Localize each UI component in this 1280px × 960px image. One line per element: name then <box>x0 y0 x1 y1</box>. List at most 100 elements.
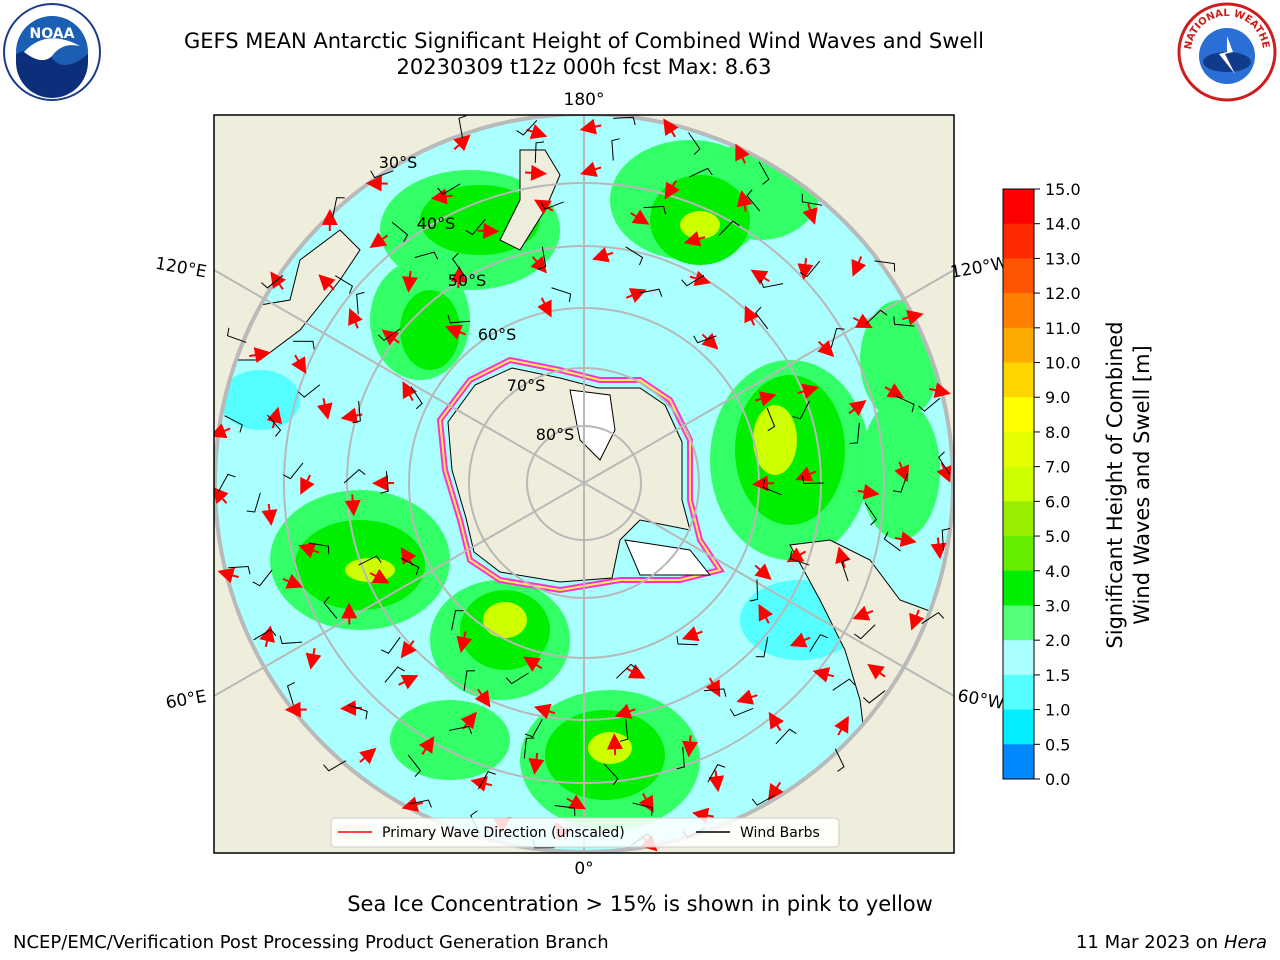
wind-barb <box>458 115 467 139</box>
wave-arrow <box>460 711 477 730</box>
wind-barb <box>449 725 473 735</box>
wind-barb <box>643 205 666 215</box>
wave-arrow <box>430 188 453 205</box>
wind-barb <box>849 422 860 444</box>
wave-arrow <box>795 466 817 482</box>
wind-barb <box>801 193 823 206</box>
colorbar-segment <box>1003 258 1034 294</box>
colorbar: 15.0 14.0 13.0 12.0 11.0 10.0 9.0 8.0 7.0 6.0 5.0 4… <box>1002 180 1081 789</box>
wave-arrow <box>852 605 874 621</box>
sea-ice-edge-inner <box>438 358 722 592</box>
wave-arrow <box>525 164 548 181</box>
wave-arrow <box>630 209 650 225</box>
colorbar-tick-label: 10.0 <box>1045 354 1081 373</box>
wind-barb <box>746 189 761 212</box>
wave-arrow <box>418 736 435 755</box>
wind-barb <box>463 670 475 691</box>
wave-arrow <box>894 461 910 483</box>
wave-arrow <box>339 700 362 717</box>
wave-arrow <box>789 632 811 648</box>
wave-arrow <box>401 796 424 812</box>
lat-label-30s: 30°S <box>379 153 418 172</box>
wind-barb <box>523 737 535 759</box>
colorbar-tick-label: 0.0 <box>1045 770 1070 789</box>
wind-barb <box>729 708 754 717</box>
colorbar-tick-label: 14.0 <box>1045 215 1081 234</box>
wind-barb <box>551 287 572 302</box>
wind-barb <box>689 167 713 178</box>
wave-arrow <box>812 667 835 683</box>
lon-label-0: 0° <box>574 859 593 879</box>
colorbar-segment <box>1003 431 1034 468</box>
wave-arrow <box>526 123 548 140</box>
colorbar-segment <box>1003 293 1034 329</box>
wind-barb <box>613 116 636 126</box>
wave-arrow <box>533 703 556 720</box>
wave-arrow <box>867 663 886 680</box>
wave-arrow <box>884 383 905 399</box>
wind-barb <box>358 555 382 566</box>
map-area <box>214 115 954 853</box>
wind-barb <box>832 678 856 691</box>
wind-barb <box>611 138 620 161</box>
wind-barb <box>323 760 347 772</box>
legend-box <box>330 817 840 848</box>
lon-label-120w: 120°W <box>949 253 1010 283</box>
wave-arrow <box>797 383 819 400</box>
lat-label-80s: 80°S <box>536 425 575 444</box>
wind-barb <box>407 754 422 777</box>
colorbar-segment <box>1003 466 1034 502</box>
wave-arrow <box>580 161 602 177</box>
wind-barb <box>938 451 951 475</box>
wave-arrow <box>736 190 753 212</box>
colorbar-segment <box>1003 327 1034 364</box>
wind-barb <box>834 748 845 772</box>
wind-barb <box>632 802 653 816</box>
wind-barb <box>261 274 284 289</box>
wind-barb <box>283 462 304 480</box>
colorbar-segment <box>1003 362 1034 398</box>
wind-barb <box>755 637 769 658</box>
wave-arrow <box>681 626 703 642</box>
wind-barb <box>809 634 828 652</box>
map-legend: Primary Wave Direction (unscaled) Wind B… <box>330 817 840 848</box>
wind-barb <box>224 415 243 433</box>
wave-direction-arrows <box>214 118 952 852</box>
wave-arrow <box>305 647 322 670</box>
wave-arrow <box>744 305 759 326</box>
wind-barb <box>356 291 365 315</box>
wind-barb <box>799 260 821 278</box>
wave-arrow <box>614 703 636 719</box>
colorbar-tick-label: 1.0 <box>1045 701 1070 720</box>
sea-ice-note: Sea Ice Concentration > 15% is shown in … <box>347 892 933 916</box>
wave-arrow <box>909 609 925 631</box>
wave-arrow <box>477 222 500 239</box>
wind-barb <box>751 794 775 806</box>
colorbar-segment <box>1003 709 1034 745</box>
wind-barb <box>534 141 545 163</box>
legend-barb-label: Wind Barbs <box>740 825 820 841</box>
host-text: Hera <box>1223 932 1267 953</box>
wave-peak <box>680 211 720 239</box>
wave-arrow <box>400 640 417 659</box>
wave-region-high <box>400 290 460 370</box>
colorbar-tick-label: 11.0 <box>1045 319 1081 338</box>
wave-arrow <box>606 733 623 756</box>
colorbar-segment <box>1003 570 1034 606</box>
wave-arrow <box>625 288 647 303</box>
wind-barb <box>758 161 770 185</box>
wind-barb <box>465 218 486 236</box>
wind-barb <box>681 274 705 287</box>
wind-barb <box>352 400 361 424</box>
wave-arrow <box>214 486 229 505</box>
wave-peak <box>483 602 527 638</box>
wave-arrow <box>381 329 400 346</box>
wave-arrow <box>270 271 287 290</box>
wave-arrow <box>754 391 777 407</box>
noaa-logo-text: NOAA <box>30 26 75 42</box>
wave-arrow <box>402 381 418 402</box>
wave-arrow <box>663 118 679 138</box>
colorbar-segment <box>1003 501 1034 537</box>
wave-arrow <box>592 247 614 263</box>
wave-region <box>860 400 940 540</box>
